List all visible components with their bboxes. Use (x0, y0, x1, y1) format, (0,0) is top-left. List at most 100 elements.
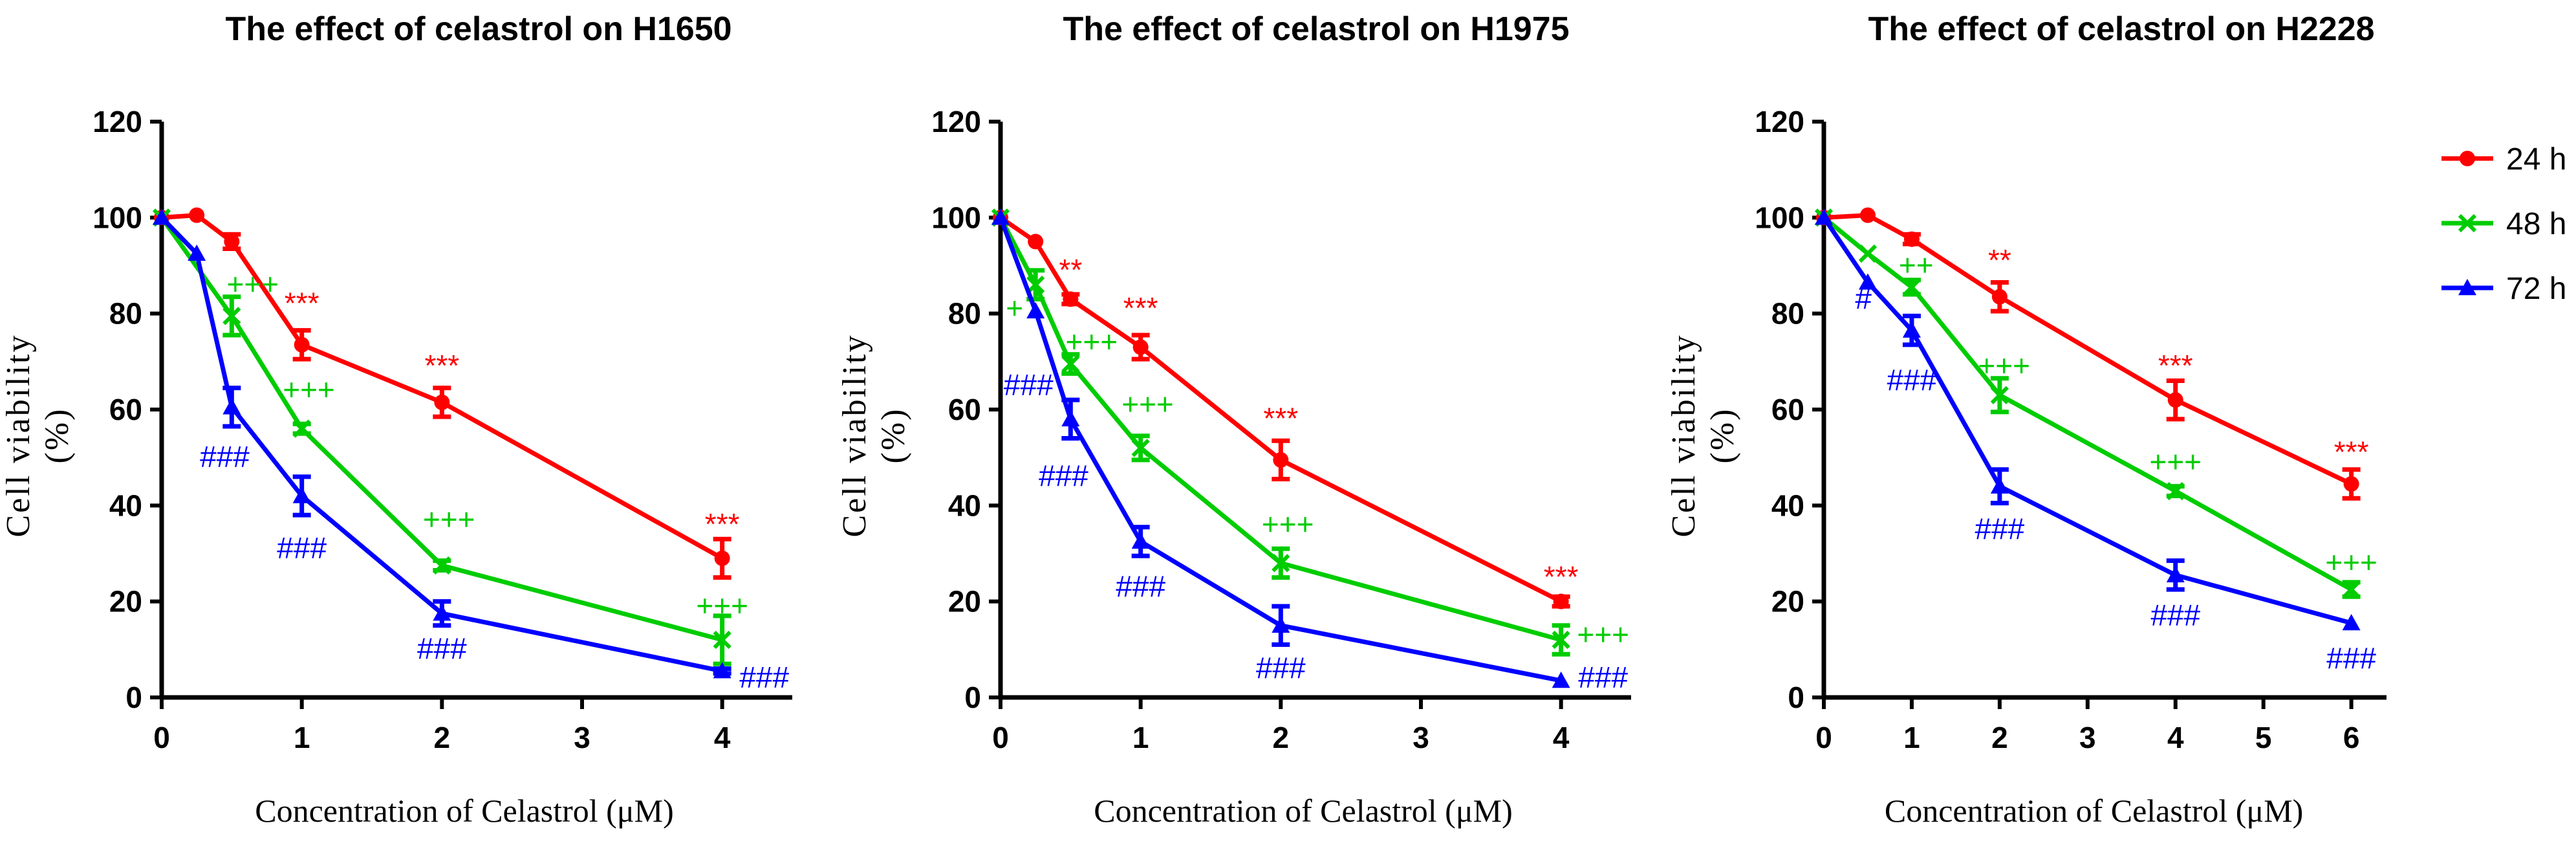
significance-label: ** (1059, 253, 1082, 287)
y-tick-label: 60 (1771, 393, 1804, 426)
significance-label: +++ (1978, 349, 2030, 382)
panel-h2228: The effect of celastrol on H222802040608… (1665, 10, 2387, 829)
data-point (1272, 554, 1290, 573)
y-tick-label: 60 (948, 393, 981, 426)
data-point (292, 419, 311, 438)
series-72-h (1815, 208, 2361, 631)
data-point (1990, 386, 2009, 404)
significance-label: ### (1004, 368, 1054, 402)
data-point (1272, 616, 1290, 633)
data-point (1131, 439, 1150, 457)
data-point (1132, 339, 1149, 355)
panel-h1975: The effect of celastrol on H197502040608… (836, 10, 1631, 829)
data-point (1991, 289, 2008, 305)
data-point (224, 234, 240, 250)
data-point (1815, 208, 1833, 225)
y-tick-label: 40 (109, 488, 142, 522)
data-point (1858, 244, 1878, 263)
data-point (1859, 207, 1876, 223)
y-tick-label: 120 (931, 105, 981, 138)
significance-label: *** (1544, 560, 1579, 593)
x-tick-label: 0 (153, 721, 170, 754)
x-tick-label: 2 (1991, 721, 2008, 754)
significance-label: *** (285, 287, 319, 320)
data-point (2166, 481, 2185, 501)
significance-label: ### (1578, 661, 1628, 694)
x-tick-label: 2 (1273, 721, 1290, 754)
series-48-h (1814, 208, 2361, 599)
legend-label: 24 h (2506, 142, 2566, 177)
significance-label: # (1855, 281, 1872, 315)
x-tick-label: 2 (434, 721, 451, 754)
data-point (1552, 672, 1570, 688)
significance-label: ### (739, 661, 789, 694)
x-tick-label: 1 (1132, 721, 1149, 754)
data-point (222, 307, 241, 325)
data-point (1026, 276, 1045, 294)
significance-label: ### (1039, 459, 1088, 493)
series-line (160, 215, 723, 673)
series-line (998, 217, 1562, 683)
x-tick-label: 1 (1903, 721, 1920, 754)
significance-label: +++ (2325, 545, 2377, 579)
data-point (1131, 532, 1150, 549)
data-point (2166, 565, 2185, 583)
y-axis-label: Cell viability (1665, 334, 1702, 538)
legend-marker (2460, 151, 2475, 166)
y-tick-label: 40 (1771, 488, 1804, 522)
significance-label: +++ (1577, 617, 1629, 651)
significance-label: ### (1975, 512, 2025, 545)
data-point (1028, 234, 1044, 250)
series-72-h (991, 208, 1570, 688)
y-axis-label: Cell viability (836, 334, 873, 538)
y-tick-label: 0 (125, 681, 142, 714)
data-point (991, 208, 1010, 225)
data-point (1061, 355, 1080, 373)
data-point (713, 662, 731, 679)
significance-label: ++ (1899, 248, 1934, 281)
series-line (998, 216, 1562, 642)
y-tick-label: 100 (931, 201, 981, 234)
significance-label: +++ (283, 373, 335, 406)
y-tick-label: 120 (1755, 105, 1804, 138)
y-tick-label: 0 (964, 681, 981, 714)
significance-label: +++ (1262, 507, 1314, 541)
significance-label: *** (1263, 402, 1298, 435)
significance-label: ### (277, 531, 327, 565)
data-point (292, 487, 311, 503)
significance-label: *** (424, 349, 459, 382)
significance-label: ### (1256, 651, 1306, 684)
y-axis-unit-label: (%) (39, 408, 76, 464)
data-point (294, 336, 310, 353)
legend-marker (2458, 213, 2477, 233)
significance-label: +++ (1121, 387, 1174, 421)
x-tick-label: 4 (2167, 721, 2184, 754)
y-tick-label: 0 (1788, 681, 1804, 714)
chart-title: The effect of celastrol on H1650 (225, 10, 731, 48)
data-point (1990, 477, 2009, 494)
significance-label: + (1006, 291, 1023, 325)
data-point (2167, 392, 2183, 408)
significance-label: ### (2150, 598, 2200, 632)
significance-label: +++ (2149, 444, 2202, 478)
significance-label: ### (1116, 569, 1165, 603)
x-tick-label: 1 (294, 721, 310, 754)
y-tick-label: 100 (1755, 201, 1804, 234)
data-point (1858, 273, 1877, 290)
data-point (2342, 580, 2361, 599)
x-tick-label: 3 (1412, 721, 1429, 754)
y-tick-label: 120 (92, 105, 142, 138)
significance-label: ### (200, 440, 250, 474)
series-line (1822, 216, 2352, 626)
x-tick-label: 3 (2079, 721, 2096, 754)
y-tick-label: 20 (1771, 585, 1804, 619)
data-point (433, 556, 451, 575)
y-tick-label: 80 (1771, 297, 1804, 331)
data-point (1902, 321, 1921, 338)
legend-marker (2458, 279, 2476, 296)
data-point (2342, 614, 2361, 631)
x-tick-label: 6 (2343, 721, 2360, 754)
y-tick-label: 40 (948, 488, 981, 522)
y-tick-label: 80 (948, 297, 981, 331)
